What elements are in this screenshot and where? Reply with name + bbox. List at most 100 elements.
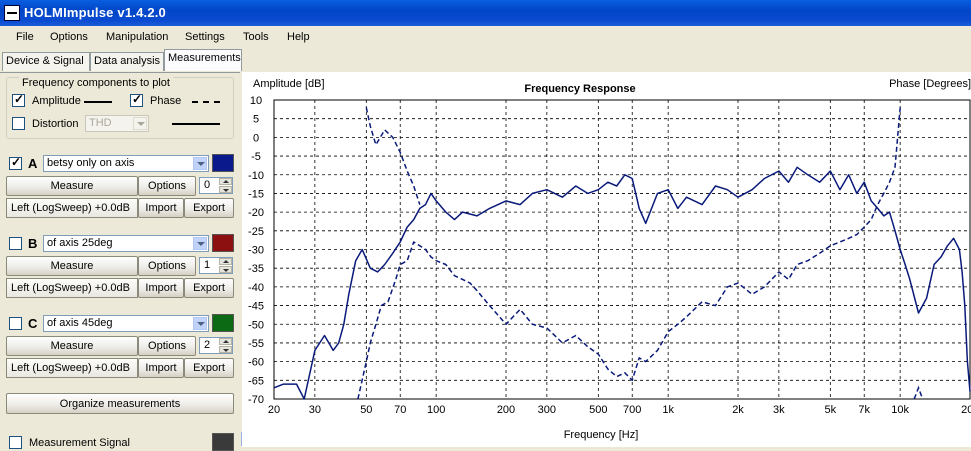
measurement-b-import-button[interactable]: Import <box>138 278 184 298</box>
measurement-b-letter: B <box>28 236 38 251</box>
amplitude-solid-line-icon <box>84 101 112 103</box>
measurement-c-checkbox[interactable] <box>9 317 22 330</box>
measurement-a-import-button[interactable]: Import <box>138 198 184 218</box>
y-tick-label: -20 <box>248 207 264 219</box>
measurement-c-export-button[interactable]: Export <box>184 358 234 378</box>
x-tick-label: 500 <box>589 404 607 416</box>
measurement-b-index-stepper[interactable]: 1 <box>199 257 233 274</box>
tab-device-signal[interactable]: Device & Signal <box>2 52 90 71</box>
measurements-panel: Frequency components to plot ✓ Amplitude… <box>0 72 240 451</box>
measurement-a-measure-button[interactable]: Measure <box>6 176 138 196</box>
x-tick-label: 2k <box>732 404 744 416</box>
measurement-b-measure-button[interactable]: Measure <box>6 256 138 276</box>
y-tick-label: -65 <box>248 375 264 387</box>
menu-help[interactable]: Help <box>287 31 310 43</box>
spin-down-icon <box>219 186 232 193</box>
measurement-c-select[interactable]: of axis 45deg <box>43 315 209 332</box>
y-tick-label: -5 <box>251 151 261 163</box>
menu-file[interactable]: File <box>16 31 34 43</box>
y-tick-label: -30 <box>248 245 264 257</box>
chevron-down-icon <box>133 117 147 130</box>
x-tick-label: 20 <box>268 404 280 416</box>
x-tick-label: 10k <box>891 404 909 416</box>
spin-up-icon <box>219 258 232 265</box>
y-tick-label: 10 <box>250 95 262 107</box>
frequency-response-chart: Amplitude [dB] Phase [Degrees] Frequency… <box>242 72 971 447</box>
measurement-c-letter: C <box>28 316 38 331</box>
measurement-a-options-button[interactable]: Options <box>138 176 196 196</box>
measurement-b-select[interactable]: of axis 25deg <box>43 235 209 252</box>
measurement-signal-label: Measurement Signal <box>29 437 130 449</box>
measurement-b-color-swatch[interactable] <box>212 234 234 252</box>
measurement-b-options-button[interactable]: Options <box>138 256 196 276</box>
x-tick-label: 700 <box>623 404 641 416</box>
check-mark-icon: ✓ <box>11 155 22 169</box>
chart-svg: Amplitude [dB] Phase [Degrees] Frequency… <box>248 78 971 441</box>
measurement-a-letter: A <box>28 156 38 171</box>
y-tick-label: -45 <box>248 301 264 313</box>
measurement-c-index-stepper[interactable]: 2 <box>199 337 233 354</box>
x-axis-label: Frequency [Hz] <box>564 429 639 441</box>
chevron-down-icon <box>193 237 207 250</box>
phase-line <box>357 107 901 400</box>
measurement-a-index-stepper[interactable]: 0 <box>199 177 233 194</box>
menu-options[interactable]: Options <box>50 31 88 43</box>
phase-line-segment <box>365 107 421 205</box>
window-title: HOLMImpulse v1.4.2.0 <box>24 5 166 20</box>
measurement-c-source: Left (LogSweep) +0.0dB <box>6 358 138 378</box>
x-tick-label: 30 <box>309 404 321 416</box>
check-mark-icon: ✓ <box>132 92 143 106</box>
measurement-a-export-button[interactable]: Export <box>184 198 234 218</box>
amplitude-line <box>273 166 971 400</box>
measurement-c-color-swatch[interactable] <box>212 314 234 332</box>
measurement-b-checkbox[interactable] <box>9 237 22 250</box>
y-tick-label: 0 <box>253 132 259 144</box>
measurement-b-export-button[interactable]: Export <box>184 278 234 298</box>
x-tick-label: 70 <box>394 404 406 416</box>
title-bar: HOLMImpulse v1.4.2.0 <box>0 0 971 26</box>
measurement-a-select[interactable]: betsy only on axis <box>43 155 209 172</box>
measurement-c-measure-button[interactable]: Measure <box>6 336 138 356</box>
group-title: Frequency components to plot <box>19 77 173 89</box>
y-axis-label: Amplitude [dB] <box>253 78 325 90</box>
amplitude-checkbox[interactable]: ✓ <box>12 92 25 107</box>
phase-checkbox[interactable]: ✓ <box>130 92 143 107</box>
x-tick-label: 20k <box>961 404 971 416</box>
phase-label: Phase <box>150 95 182 107</box>
y-tick-labels: 10 5 0 -5 -10 -15 -20 -25 -30 -35 -40 -45 -50 -55 -60 -… <box>248 95 264 406</box>
x-tick-label: 3k <box>773 404 785 416</box>
y-tick-label: -25 <box>248 226 264 238</box>
measurement-c-options-button[interactable]: Options <box>138 336 196 356</box>
y-tick-label: -70 <box>248 394 264 406</box>
tab-data-analysis[interactable]: Data analysis <box>90 52 164 71</box>
chevron-down-icon <box>193 317 207 330</box>
organize-measurements-button[interactable]: Organize measurements <box>6 393 234 414</box>
x-tick-label: 200 <box>497 404 515 416</box>
y-tick-label: -40 <box>248 282 264 294</box>
x-tick-label: 5k <box>825 404 837 416</box>
measurement-signal-checkbox[interactable] <box>9 436 22 449</box>
spin-down-icon <box>219 346 232 353</box>
y-tick-label: -35 <box>248 263 264 275</box>
series-group <box>273 107 971 400</box>
menu-bar: File Options Manipulation Settings Tools… <box>0 26 971 48</box>
amplitude-label: Amplitude <box>32 95 81 107</box>
measurement-a-color-swatch[interactable] <box>212 154 234 172</box>
measurement-a-source: Left (LogSweep) +0.0dB <box>6 198 138 218</box>
measurement-signal-color-swatch[interactable] <box>212 433 234 451</box>
chevron-down-icon <box>193 157 207 170</box>
distortion-type-select[interactable]: THD <box>85 115 149 132</box>
spin-up-icon <box>219 178 232 185</box>
y-tick-label: -50 <box>248 319 264 331</box>
y-tick-label: -60 <box>248 357 264 369</box>
menu-manipulation[interactable]: Manipulation <box>106 31 169 43</box>
y-tick-label: -10 <box>248 170 264 182</box>
measurement-a-checkbox[interactable]: ✓ <box>9 155 22 170</box>
distortion-checkbox[interactable] <box>12 117 25 130</box>
menu-tools[interactable]: Tools <box>243 31 269 43</box>
grid-lines <box>274 100 970 399</box>
measurement-c-import-button[interactable]: Import <box>138 358 184 378</box>
menu-settings[interactable]: Settings <box>185 31 225 43</box>
distortion-label: Distortion <box>32 118 79 130</box>
tab-measurements[interactable]: Measurements <box>164 49 242 71</box>
